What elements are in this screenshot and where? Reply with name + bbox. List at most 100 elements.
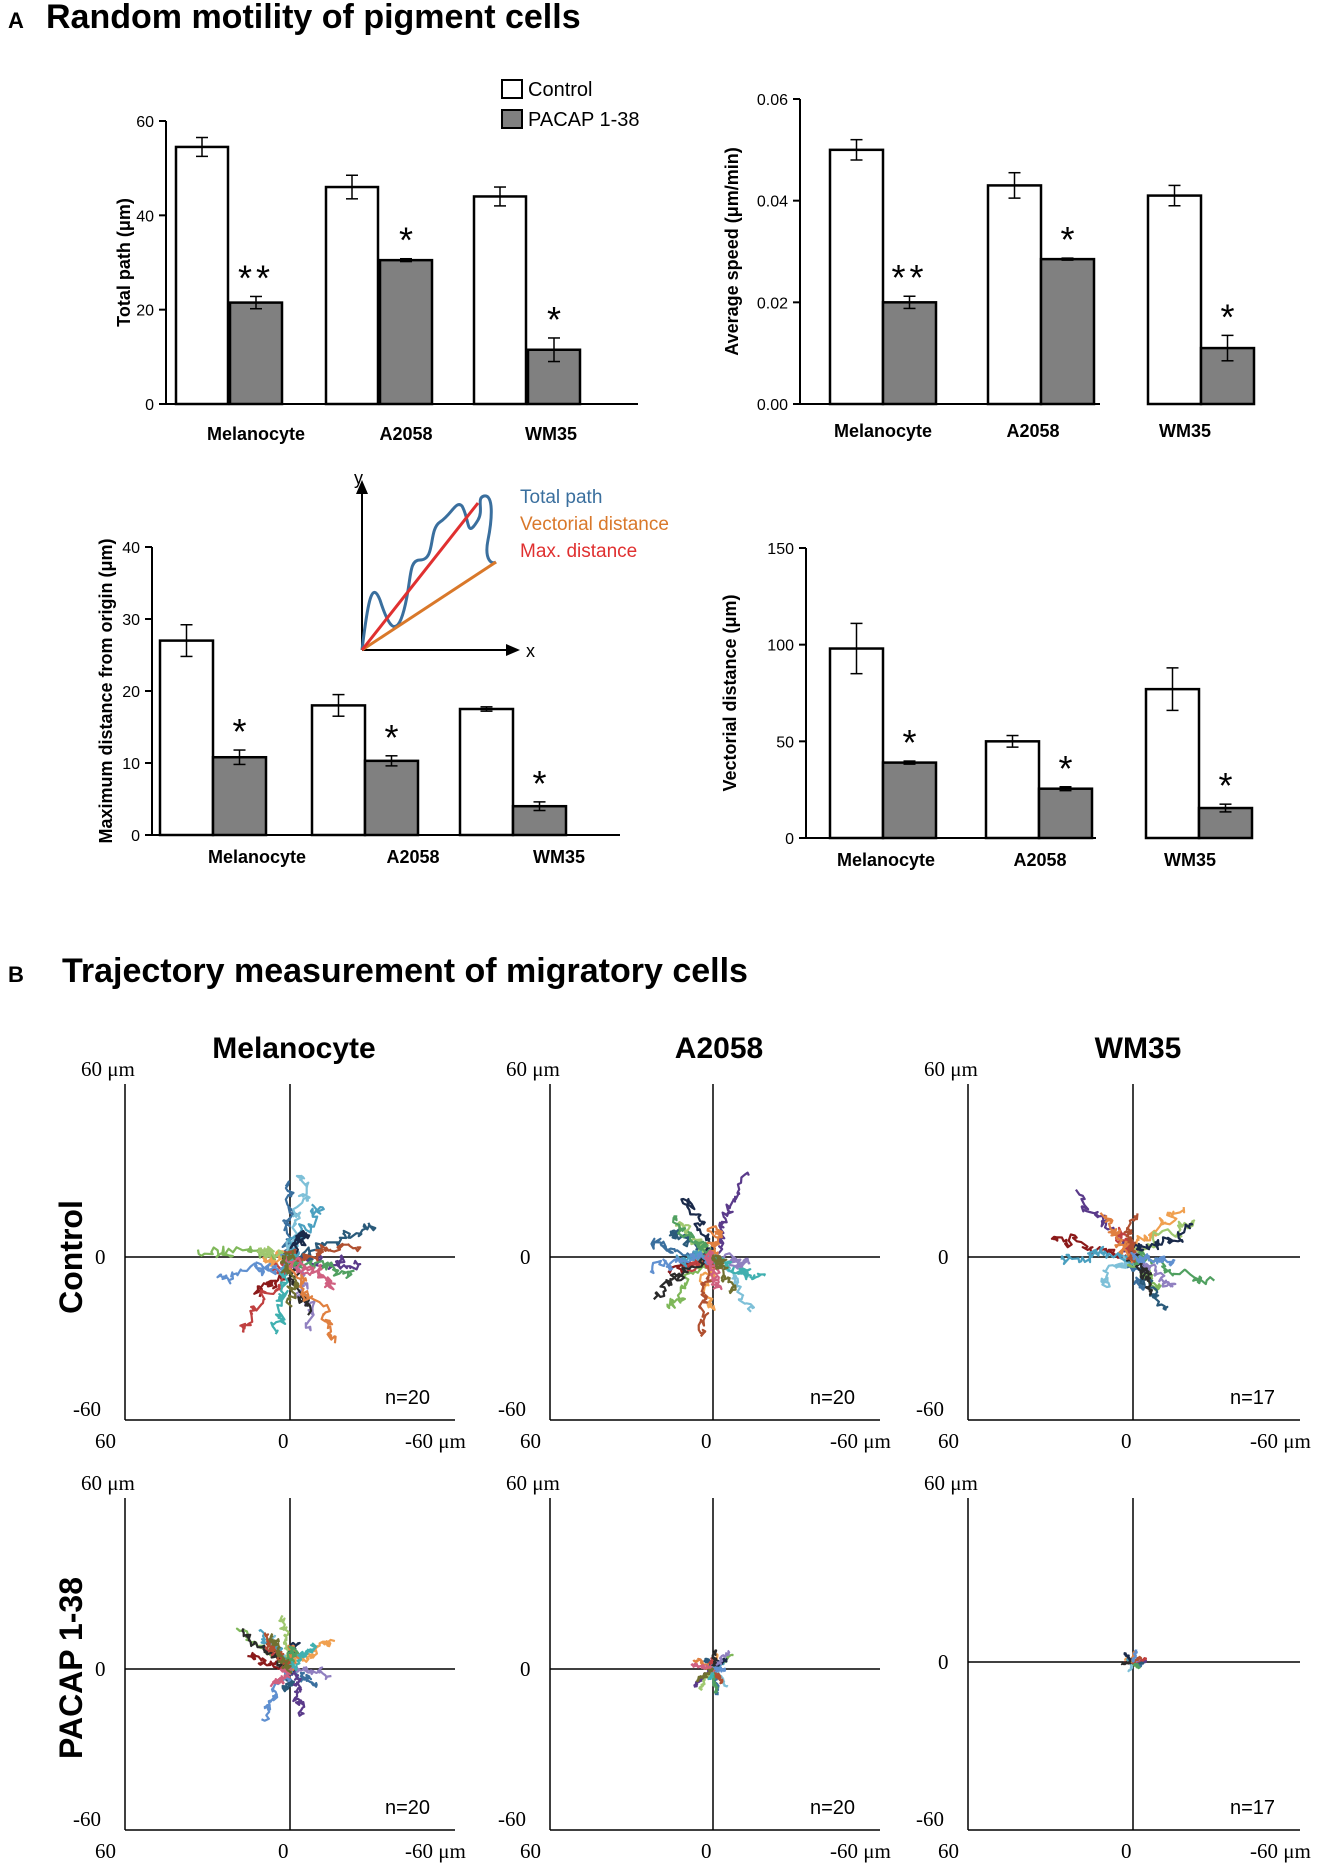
traj-x-right-label: -60 μm: [405, 1429, 466, 1453]
traj-x-zero-label: 0: [1121, 1839, 1132, 1863]
trajectory-line: [284, 1242, 362, 1263]
max-distance-bar-pacap: [363, 759, 420, 837]
trajectory-panel-pacap-a2058: 60 μm 0 -60 60 0 -60 μm n=20: [498, 1471, 891, 1863]
trajectory-panel-control-a2058: 60 μm 0 -60 60 0 -60 μm n=20: [498, 1057, 891, 1453]
max-distance-bar-control: [310, 704, 367, 837]
traj-x-right-label: -60 μm: [830, 1429, 891, 1453]
total-path-y-tick-label: 60: [136, 114, 154, 131]
traj-y-zero-label: 0: [95, 1657, 106, 1681]
traj-y-bottom-label: -60: [498, 1397, 526, 1421]
panel-a-letter: A: [8, 8, 24, 33]
average-speed-bar-pacap: [1039, 257, 1096, 406]
inset-vectorial-label: Vectorial distance: [520, 514, 669, 535]
average-speed-significance-mark: *: [1060, 219, 1074, 260]
total-path-y-tick-label: 0: [145, 397, 154, 414]
vectorial-distance-category-label: WM35: [1164, 850, 1216, 870]
traj-n-label: n=20: [810, 1797, 855, 1819]
legend-pacap-swatch: [501, 109, 523, 129]
average-speed-significance-mark: **: [891, 257, 927, 298]
inset-total-label: Total path: [520, 487, 602, 508]
trajectory-panel-pacap-melanocyte: 60 μm 0 -60 60 0 -60 μm n=20: [73, 1471, 466, 1863]
vectorial-distance-category-label: Melanocyte: [837, 850, 935, 870]
average-speed-y-tick-label: 0.02: [757, 295, 788, 312]
traj-y-bottom-label: -60: [73, 1807, 101, 1831]
trajectory-line: [1130, 1222, 1194, 1257]
average-speed-y-tick-label: 0.04: [757, 194, 788, 211]
inset-y-arrow-icon: [356, 480, 368, 494]
traj-y-zero-label: 0: [520, 1657, 531, 1681]
traj-y-top-label: 60 μm: [506, 1057, 560, 1081]
trajectory-line: [706, 1225, 724, 1265]
trajectory-line: [711, 1254, 737, 1295]
vectorial-distance-y-tick-label: 0: [785, 831, 794, 848]
traj-y-bottom-label: -60: [498, 1807, 526, 1831]
traj-y-top-label: 60 μm: [924, 1057, 978, 1081]
average-speed-bar-control: [828, 148, 885, 406]
vectorial-distance-chart: 0 50 100 150 Vectorial distance (μm) Melanocy…: [720, 541, 1254, 870]
total-path-significance-mark: *: [547, 299, 561, 340]
max-distance-bar-control: [158, 639, 215, 837]
average-speed-y-axis-label: Average speed (μm/min): [722, 147, 742, 355]
average-speed-bar-control: [1146, 194, 1203, 406]
average-speed-category-label: Melanocyte: [834, 421, 932, 441]
trajectory-line: [672, 1215, 719, 1265]
trajectory-line: [268, 1633, 293, 1674]
max-distance-category-label: Melanocyte: [208, 847, 306, 867]
traj-n-label: n=20: [810, 1387, 855, 1409]
max-distance-chart: 0 10 20 30 40 Maximum distance from origin (μ…: [96, 538, 620, 867]
trajectory-line: [1130, 1251, 1176, 1267]
traj-x-left-label: 60: [520, 1839, 541, 1863]
traj-y-top-label: 60 μm: [506, 1471, 560, 1495]
max-distance-category-label: WM35: [533, 847, 585, 867]
total-path-bar-pacap: [378, 258, 434, 406]
max-distance-y-tick-label: 20: [122, 684, 140, 701]
legend: Control PACAP 1-38: [501, 79, 640, 131]
row-label-control: Control: [53, 1200, 89, 1314]
vectorial-distance-bar-pacap: [1037, 787, 1094, 840]
traj-x-right-label: -60 μm: [830, 1839, 891, 1863]
traj-y-zero-label: 0: [95, 1245, 106, 1269]
inset-max-line: [360, 502, 480, 651]
average-speed-bar-control: [986, 184, 1043, 406]
trajectory-line: [1131, 1648, 1138, 1663]
total-path-bar-control: [174, 145, 230, 406]
inset-x-label: x: [526, 641, 535, 661]
trajectory-line: [285, 1249, 355, 1279]
inset-schematic: y x Total path Vectorial distance Max. d…: [354, 468, 669, 661]
traj-x-zero-label: 0: [701, 1839, 712, 1863]
panel-b-letter: B: [8, 962, 24, 987]
traj-x-zero-label: 0: [278, 1429, 289, 1453]
traj-x-right-label: -60 μm: [405, 1839, 466, 1863]
trajectory-line: [286, 1252, 337, 1344]
traj-y-zero-label: 0: [938, 1650, 949, 1674]
trajectory-line: [1060, 1245, 1136, 1266]
vectorial-distance-category-label: A2058: [1013, 850, 1066, 870]
trajectory-line: [285, 1174, 311, 1260]
max-distance-y-tick-label: 0: [131, 828, 140, 845]
max-distance-significance-mark: *: [384, 717, 398, 758]
trajectory-line: [216, 1253, 289, 1285]
traj-x-zero-label: 0: [701, 1429, 712, 1453]
traj-y-bottom-label: -60: [916, 1397, 944, 1421]
max-distance-significance-mark: *: [232, 711, 246, 752]
max-distance-y-axis-label: Maximum distance from origin (μm): [96, 538, 116, 843]
trajectory-panel-control-melanocyte: 60 μm 0 -60 60 0 -60 μm n=20: [73, 1057, 466, 1453]
max-distance-significance-mark: *: [532, 763, 546, 804]
average-speed-y-tick-label: 0.00: [757, 397, 788, 414]
average-speed-category-label: WM35: [1159, 421, 1211, 441]
trajectory-line: [1123, 1213, 1139, 1263]
total-path-y-tick-label: 20: [136, 303, 154, 320]
average-speed-chart: 0.00 0.02 0.04 0.06 Average speed (μm/min) Me…: [722, 92, 1256, 441]
max-distance-bar-control: [458, 707, 515, 837]
vectorial-distance-y-tick-label: 50: [776, 734, 794, 751]
traj-n-label: n=17: [1230, 1797, 1275, 1819]
trajectory-line: [707, 1171, 750, 1263]
total-path-y-tick-label: 40: [136, 208, 154, 225]
trajectory-line: [1133, 1251, 1216, 1286]
col-label-a2058: A2058: [675, 1032, 763, 1065]
traj-y-top-label: 60 μm: [924, 1471, 978, 1495]
legend-control-swatch: [501, 79, 523, 99]
total-path-bar-pacap: [228, 301, 284, 406]
total-path-significance-mark: **: [238, 257, 274, 298]
